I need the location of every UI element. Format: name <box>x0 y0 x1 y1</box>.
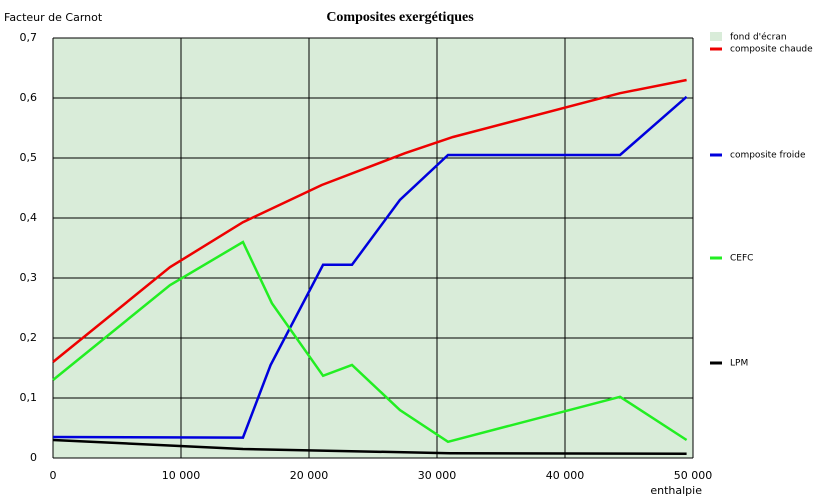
legend-label: LPM <box>730 359 748 369</box>
x-axis-label: enthalpie <box>650 484 702 497</box>
y-tick-label: 0,6 <box>20 91 38 104</box>
legend-label: composite froide <box>730 151 806 161</box>
legend-label: CEFC <box>730 254 753 264</box>
x-tick-label: 20 000 <box>290 469 329 482</box>
legend-label: fond d'écran <box>730 32 787 43</box>
y-axis-label: Facteur de Carnot <box>4 11 103 24</box>
series-line <box>52 95 688 439</box>
x-tick-label: 50 000 <box>674 469 713 482</box>
legend-swatch <box>710 32 722 41</box>
series-line <box>52 240 688 444</box>
series-line <box>52 78 687 363</box>
series-line <box>52 438 687 456</box>
y-tick-label: 0,5 <box>20 151 38 164</box>
y-tick-label: 0,7 <box>20 31 38 44</box>
x-tick-label: 10 000 <box>162 469 201 482</box>
plot-background <box>53 38 693 458</box>
y-tick-label: 0,1 <box>20 391 38 404</box>
x-tick-label: 40 000 <box>546 469 585 482</box>
y-tick-label: 0,3 <box>20 271 38 284</box>
chart-title: Composites exergétiques <box>326 10 474 25</box>
y-tick-label: 0 <box>30 451 37 464</box>
y-tick-label: 0,4 <box>20 211 38 224</box>
x-tick-label: 0 <box>50 469 57 482</box>
legend-label: composite chaude <box>730 45 813 55</box>
x-tick-label: 30 000 <box>418 469 457 482</box>
y-tick-label: 0,2 <box>20 331 38 344</box>
